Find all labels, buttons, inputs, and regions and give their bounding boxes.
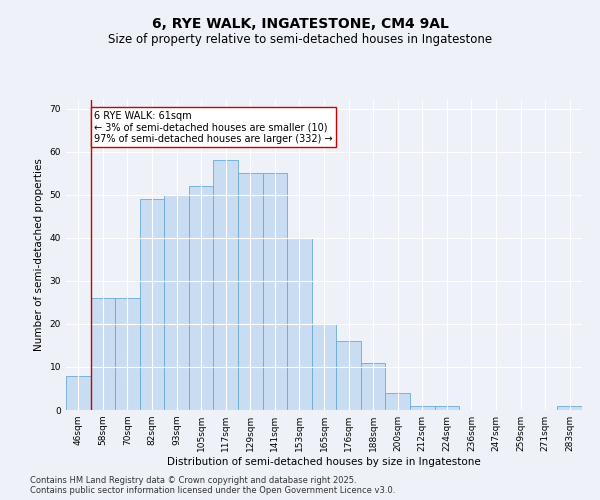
X-axis label: Distribution of semi-detached houses by size in Ingatestone: Distribution of semi-detached houses by … <box>167 457 481 467</box>
Y-axis label: Number of semi-detached properties: Number of semi-detached properties <box>34 158 44 352</box>
Bar <box>238 173 263 410</box>
Bar <box>434 406 459 410</box>
Bar <box>557 406 582 410</box>
Text: 6 RYE WALK: 61sqm
← 3% of semi-detached houses are smaller (10)
97% of semi-deta: 6 RYE WALK: 61sqm ← 3% of semi-detached … <box>94 111 333 144</box>
Bar <box>385 393 410 410</box>
Bar <box>91 298 115 410</box>
Bar <box>287 238 312 410</box>
Bar <box>214 160 238 410</box>
Bar <box>361 362 385 410</box>
Bar <box>189 186 214 410</box>
Bar <box>66 376 91 410</box>
Bar <box>336 341 361 410</box>
Bar <box>164 194 189 410</box>
Bar <box>312 324 336 410</box>
Bar <box>410 406 434 410</box>
Text: Contains HM Land Registry data © Crown copyright and database right 2025.
Contai: Contains HM Land Registry data © Crown c… <box>30 476 395 495</box>
Text: 6, RYE WALK, INGATESTONE, CM4 9AL: 6, RYE WALK, INGATESTONE, CM4 9AL <box>152 18 448 32</box>
Text: Size of property relative to semi-detached houses in Ingatestone: Size of property relative to semi-detach… <box>108 32 492 46</box>
Bar <box>115 298 140 410</box>
Bar <box>140 199 164 410</box>
Bar <box>263 173 287 410</box>
